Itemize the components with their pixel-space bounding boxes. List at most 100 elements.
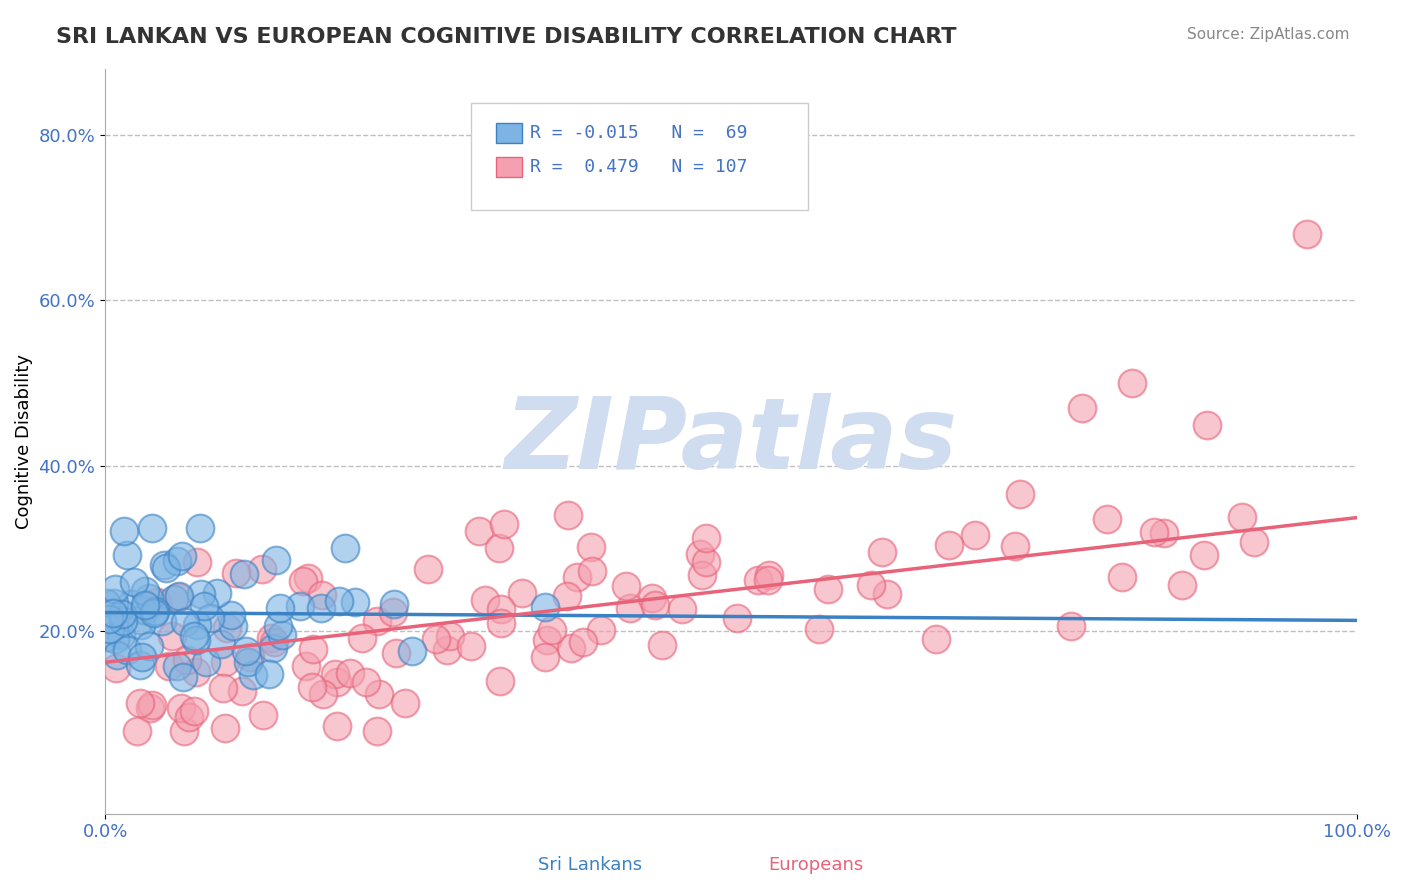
Point <box>339 666 361 681</box>
Point <box>474 592 496 607</box>
Point <box>491 602 513 616</box>
Point <box>252 707 274 722</box>
Point <box>468 524 491 538</box>
Point <box>167 589 190 603</box>
Point <box>128 696 150 710</box>
Point <box>534 600 557 615</box>
Point <box>134 598 156 612</box>
Point <box>209 637 232 651</box>
Point <box>1008 487 1031 501</box>
Point <box>173 723 195 738</box>
Point <box>1153 525 1175 540</box>
Point <box>301 680 323 694</box>
Point <box>302 642 325 657</box>
Point <box>96 630 118 644</box>
Point <box>166 659 188 673</box>
Point <box>239 650 262 665</box>
Point <box>488 541 510 555</box>
Point <box>291 574 314 588</box>
Point <box>394 696 416 710</box>
Point <box>572 635 595 649</box>
Point <box>489 616 512 631</box>
Point <box>186 665 208 679</box>
Point <box>965 527 987 541</box>
Point <box>110 607 132 621</box>
Point <box>141 521 163 535</box>
Point <box>252 562 274 576</box>
Point <box>214 655 236 669</box>
Point <box>579 540 602 554</box>
Point <box>98 622 121 636</box>
Point <box>1170 578 1192 592</box>
Point <box>132 603 155 617</box>
Point <box>120 597 142 611</box>
Point <box>103 596 125 610</box>
Point <box>98 612 121 626</box>
Point <box>179 710 201 724</box>
Point <box>200 611 222 625</box>
Point <box>695 531 717 545</box>
Point <box>1004 539 1026 553</box>
Point <box>150 614 173 628</box>
Point <box>173 615 195 629</box>
Point <box>155 561 177 575</box>
Point <box>186 556 208 570</box>
Point <box>557 590 579 604</box>
Point <box>416 562 439 576</box>
Point <box>567 570 589 584</box>
Point <box>207 586 229 600</box>
Point <box>167 591 190 605</box>
Point <box>186 633 208 648</box>
Point <box>242 668 264 682</box>
Point <box>352 631 374 645</box>
Point <box>183 629 205 643</box>
Point <box>344 594 367 608</box>
Point <box>170 549 193 564</box>
Point <box>1143 525 1166 540</box>
Point <box>263 635 285 649</box>
Text: ZIPatlas: ZIPatlas <box>505 392 957 490</box>
Point <box>938 537 960 551</box>
Point <box>1070 401 1092 415</box>
Point <box>591 623 613 637</box>
Point <box>112 524 135 538</box>
Point <box>870 545 893 559</box>
Text: R =  0.479   N = 107: R = 0.479 N = 107 <box>530 158 748 176</box>
Text: R = -0.015   N =  69: R = -0.015 N = 69 <box>530 124 748 142</box>
Point <box>671 602 693 616</box>
Point <box>439 629 461 643</box>
Point <box>326 674 349 689</box>
Point <box>194 655 217 669</box>
Point <box>235 644 257 658</box>
Point <box>1195 417 1218 432</box>
Point <box>143 604 166 618</box>
Point <box>326 719 349 733</box>
Text: SRI LANKAN VS EUROPEAN COGNITIVE DISABILITY CORRELATION CHART: SRI LANKAN VS EUROPEAN COGNITIVE DISABIL… <box>56 27 956 46</box>
Point <box>212 681 235 695</box>
Point <box>232 566 254 581</box>
Point <box>139 700 162 714</box>
Point <box>747 573 769 587</box>
Point <box>172 669 194 683</box>
Point <box>382 597 405 611</box>
Point <box>157 659 180 673</box>
Point <box>193 599 215 613</box>
Point <box>534 650 557 665</box>
Point <box>311 588 333 602</box>
Point <box>401 644 423 658</box>
Point <box>129 617 152 632</box>
Point <box>176 653 198 667</box>
Point <box>436 643 458 657</box>
Point <box>328 593 350 607</box>
Text: Europeans: Europeans <box>768 856 863 874</box>
Point <box>163 592 186 607</box>
Point <box>270 628 292 642</box>
Point <box>128 613 150 627</box>
Point <box>689 548 711 562</box>
Point <box>186 618 208 632</box>
Point <box>225 566 247 580</box>
Point <box>262 641 284 656</box>
Point <box>557 508 579 523</box>
Point <box>368 687 391 701</box>
Point <box>581 564 603 578</box>
